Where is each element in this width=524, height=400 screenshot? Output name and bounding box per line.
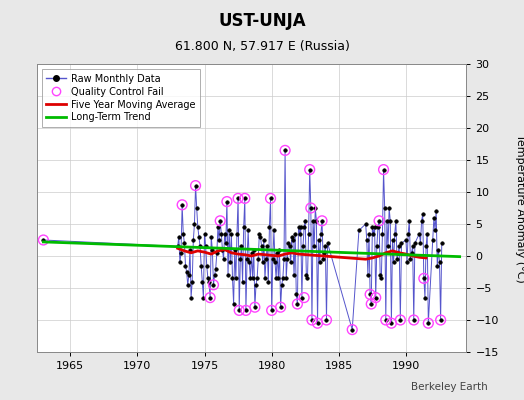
Five Year Moving Average	[215, 248, 221, 253]
Quality Control Fail	[366, 291, 374, 298]
Quality Control Fail	[191, 182, 200, 189]
Quality Control Fail	[267, 307, 276, 314]
Five Year Moving Average	[174, 246, 181, 251]
Text: 61.800 N, 57.917 E (Russia): 61.800 N, 57.917 E (Russia)	[174, 40, 350, 53]
Five Year Moving Average	[289, 250, 295, 255]
Quality Control Fail	[209, 282, 217, 288]
Quality Control Fail	[396, 317, 405, 323]
Legend: Raw Monthly Data, Quality Control Fail, Five Year Moving Average, Long-Term Tren: Raw Monthly Data, Quality Control Fail, …	[41, 69, 200, 127]
Quality Control Fail	[223, 198, 231, 205]
Quality Control Fail	[293, 301, 302, 307]
Five Year Moving Average	[383, 250, 389, 255]
Five Year Moving Average	[195, 248, 201, 253]
Raw Monthly Data	[439, 241, 445, 246]
Quality Control Fail	[348, 326, 356, 333]
Five Year Moving Average	[282, 252, 288, 256]
Y-axis label: Temperature Anomaly (°C): Temperature Anomaly (°C)	[516, 134, 524, 282]
Quality Control Fail	[318, 218, 326, 224]
Quality Control Fail	[234, 195, 242, 202]
Line: Raw Monthly Data: Raw Monthly Data	[41, 149, 443, 331]
Five Year Moving Average	[363, 257, 369, 262]
Quality Control Fail	[216, 218, 224, 224]
Quality Control Fail	[322, 317, 331, 323]
Quality Control Fail	[379, 166, 388, 173]
Quality Control Fail	[410, 317, 418, 323]
Raw Monthly Data	[375, 225, 381, 230]
Five Year Moving Average	[275, 254, 281, 258]
Raw Monthly Data	[313, 218, 320, 223]
Quality Control Fail	[307, 205, 315, 211]
Line: Five Year Moving Average: Five Year Moving Average	[178, 248, 426, 259]
Five Year Moving Average	[228, 250, 235, 255]
Five Year Moving Average	[181, 248, 188, 253]
Five Year Moving Average	[403, 252, 409, 256]
Quality Control Fail	[39, 237, 48, 243]
Quality Control Fail	[387, 320, 396, 326]
Raw Monthly Data	[40, 238, 47, 242]
Quality Control Fail	[242, 307, 250, 314]
Quality Control Fail	[241, 195, 249, 202]
Raw Monthly Data	[202, 244, 209, 249]
Quality Control Fail	[235, 307, 244, 314]
Five Year Moving Average	[255, 252, 261, 256]
Five Year Moving Average	[188, 250, 194, 255]
Quality Control Fail	[375, 218, 383, 224]
Text: UST-UNJA: UST-UNJA	[218, 12, 306, 30]
Quality Control Fail	[266, 195, 275, 202]
Quality Control Fail	[367, 301, 375, 307]
Five Year Moving Average	[248, 254, 255, 258]
Five Year Moving Average	[389, 248, 396, 253]
Quality Control Fail	[313, 320, 322, 326]
Quality Control Fail	[420, 275, 428, 282]
Quality Control Fail	[250, 304, 259, 310]
Text: Berkeley Earth: Berkeley Earth	[411, 382, 487, 392]
Five Year Moving Average	[410, 254, 416, 258]
Quality Control Fail	[372, 294, 380, 301]
Raw Monthly Data	[422, 295, 428, 300]
Five Year Moving Average	[222, 247, 228, 252]
Five Year Moving Average	[396, 250, 402, 255]
Five Year Moving Average	[242, 252, 248, 257]
Quality Control Fail	[277, 304, 285, 310]
Raw Monthly Data	[406, 218, 412, 223]
Raw Monthly Data	[282, 148, 288, 153]
Five Year Moving Average	[208, 252, 214, 256]
Raw Monthly Data	[349, 327, 355, 332]
Quality Control Fail	[308, 317, 316, 323]
Five Year Moving Average	[376, 254, 382, 258]
Five Year Moving Average	[416, 255, 422, 260]
Quality Control Fail	[300, 294, 308, 301]
Quality Control Fail	[381, 317, 390, 323]
Quality Control Fail	[206, 294, 214, 301]
Quality Control Fail	[424, 320, 432, 326]
Five Year Moving Average	[296, 252, 302, 256]
Five Year Moving Average	[268, 253, 275, 258]
Quality Control Fail	[305, 166, 314, 173]
Quality Control Fail	[281, 147, 289, 154]
Quality Control Fail	[436, 317, 445, 323]
Five Year Moving Average	[235, 252, 241, 256]
Five Year Moving Average	[262, 252, 268, 257]
Five Year Moving Average	[423, 256, 429, 260]
Five Year Moving Average	[369, 256, 376, 260]
Raw Monthly Data	[189, 279, 195, 284]
Quality Control Fail	[178, 202, 187, 208]
Five Year Moving Average	[201, 250, 208, 254]
